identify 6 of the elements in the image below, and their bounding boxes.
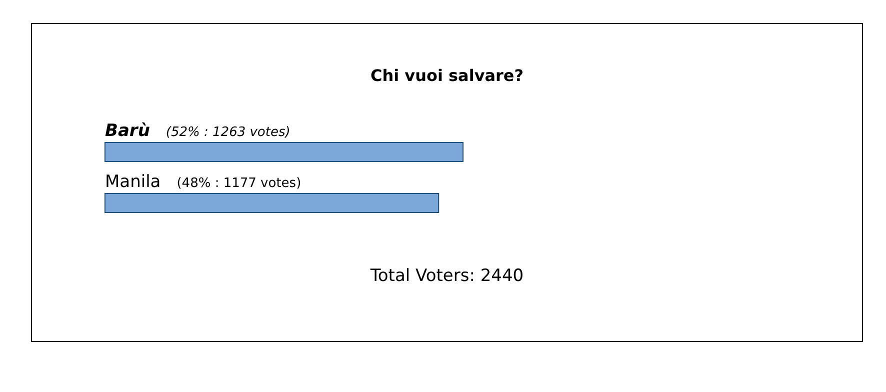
y-tick-label: Barù bbox=[105, 121, 150, 141]
data-label: (48% : 1177 votes) bbox=[176, 176, 302, 191]
text: Total Voters: 2440 bbox=[369, 266, 524, 286]
y-tick-label: Manila bbox=[105, 172, 161, 192]
chart-title: Chi vuoi salvare? bbox=[370, 66, 524, 85]
data-label: (52% : 1263 votes) bbox=[166, 125, 290, 140]
